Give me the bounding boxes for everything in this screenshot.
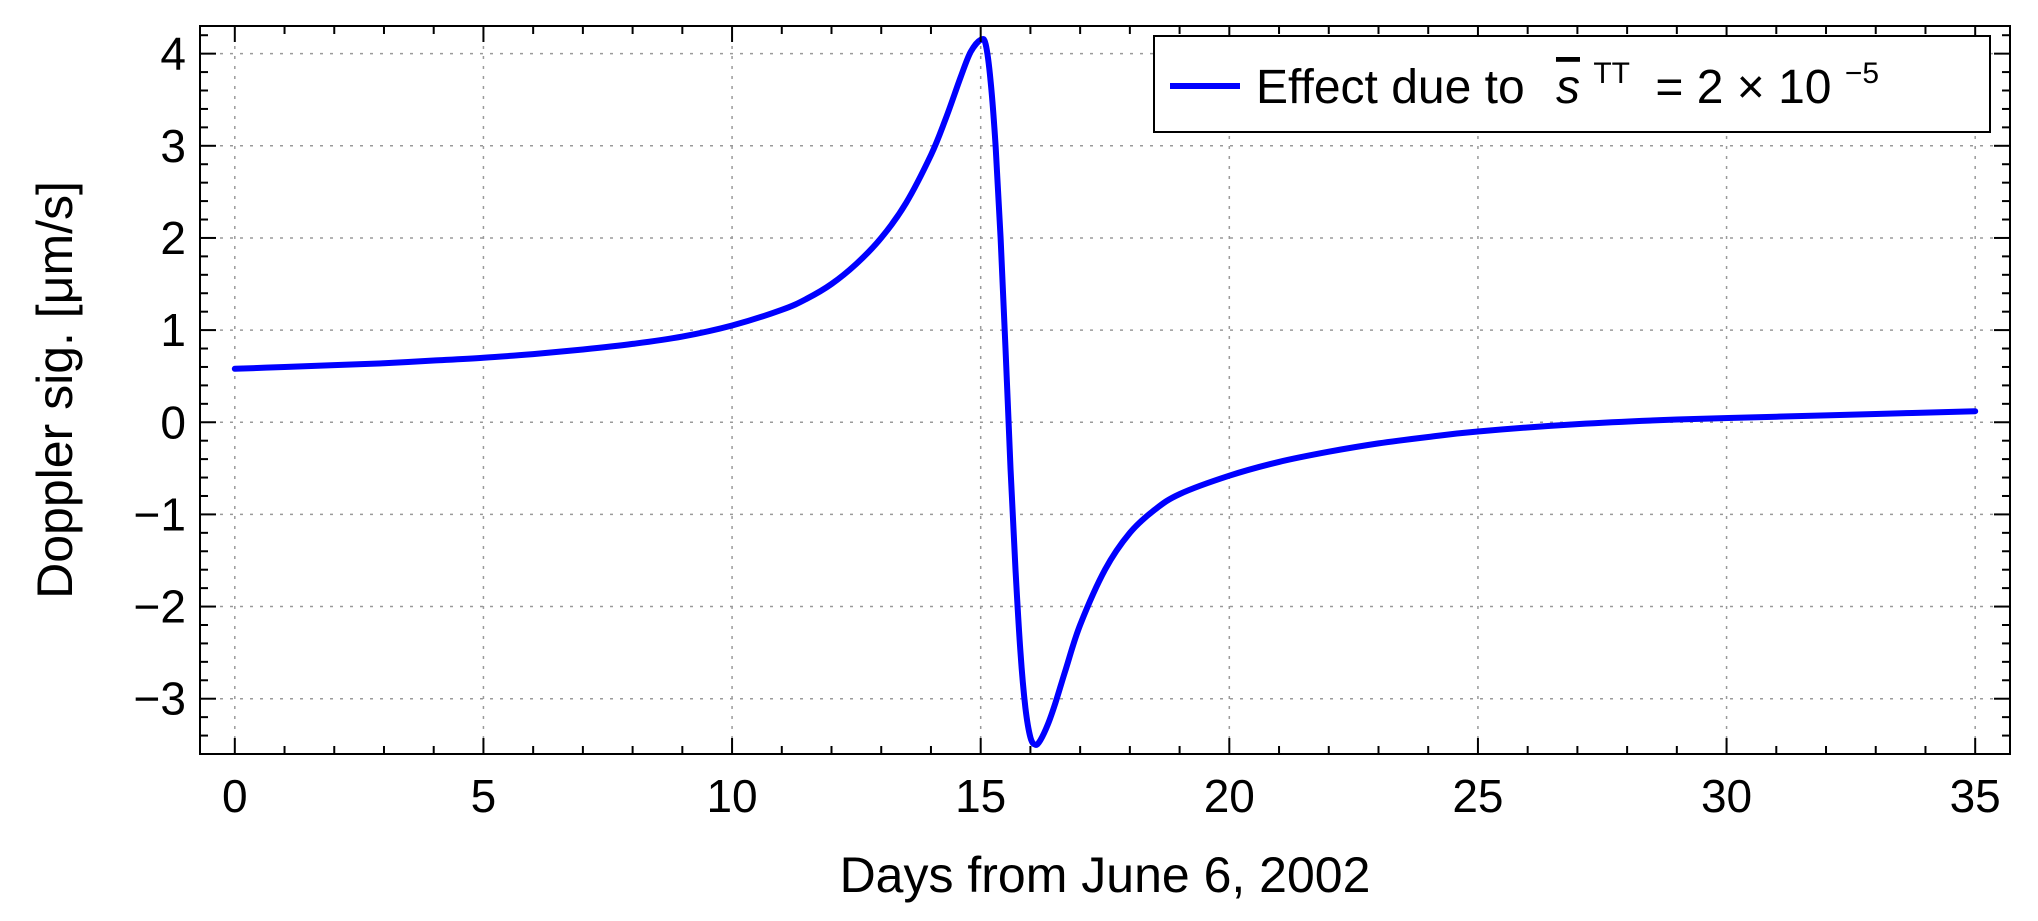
- legend-superscript: TT: [1593, 57, 1630, 90]
- y-tick-label: 1: [160, 304, 186, 356]
- x-tick-label: 0: [222, 770, 248, 822]
- legend-exponent: −5: [1845, 57, 1879, 90]
- tick-labels: 0 5 10 15 20 25 30 35 −3 −2 −1 0 1 2 3 4: [134, 28, 2001, 822]
- ticks: [200, 26, 2010, 755]
- plot-frame: [199, 25, 2011, 755]
- legend-box: [1153, 35, 1991, 133]
- y-tick-label: 4: [160, 28, 186, 80]
- x-tick-label: 10: [706, 770, 757, 822]
- series-layer: [231, 35, 1979, 748]
- y-tick-label: 2: [160, 212, 186, 264]
- y-tick-label: −1: [134, 488, 186, 540]
- series-line: [231, 35, 1979, 748]
- y-tick-label: 0: [160, 396, 186, 448]
- y-tick-label: 3: [160, 120, 186, 172]
- legend-symbol: s: [1556, 61, 1580, 114]
- y-tick-label: −3: [134, 673, 186, 725]
- x-axis-title: Days from June 6, 2002: [840, 847, 1371, 903]
- y-tick-label: −2: [134, 581, 186, 633]
- x-tick-label: 30: [1701, 770, 1752, 822]
- legend-label: Effect due to s TT = 2 × 10 −5: [1256, 41, 1879, 114]
- grid: [200, 26, 2010, 754]
- x-tick-label: 15: [955, 770, 1006, 822]
- x-tick-label: 5: [471, 770, 497, 822]
- x-tick-label: 35: [1950, 770, 2001, 822]
- legend-prefix: Effect due to: [1256, 61, 1525, 114]
- legend-equals: = 2 × 10: [1655, 61, 1831, 114]
- y-axis-title: Doppler sig. [μm/s]: [27, 181, 83, 599]
- x-tick-label: 25: [1452, 770, 1503, 822]
- x-tick-label: 20: [1204, 770, 1255, 822]
- legend: Effect due to s TT = 2 × 10 −5: [1153, 35, 1991, 133]
